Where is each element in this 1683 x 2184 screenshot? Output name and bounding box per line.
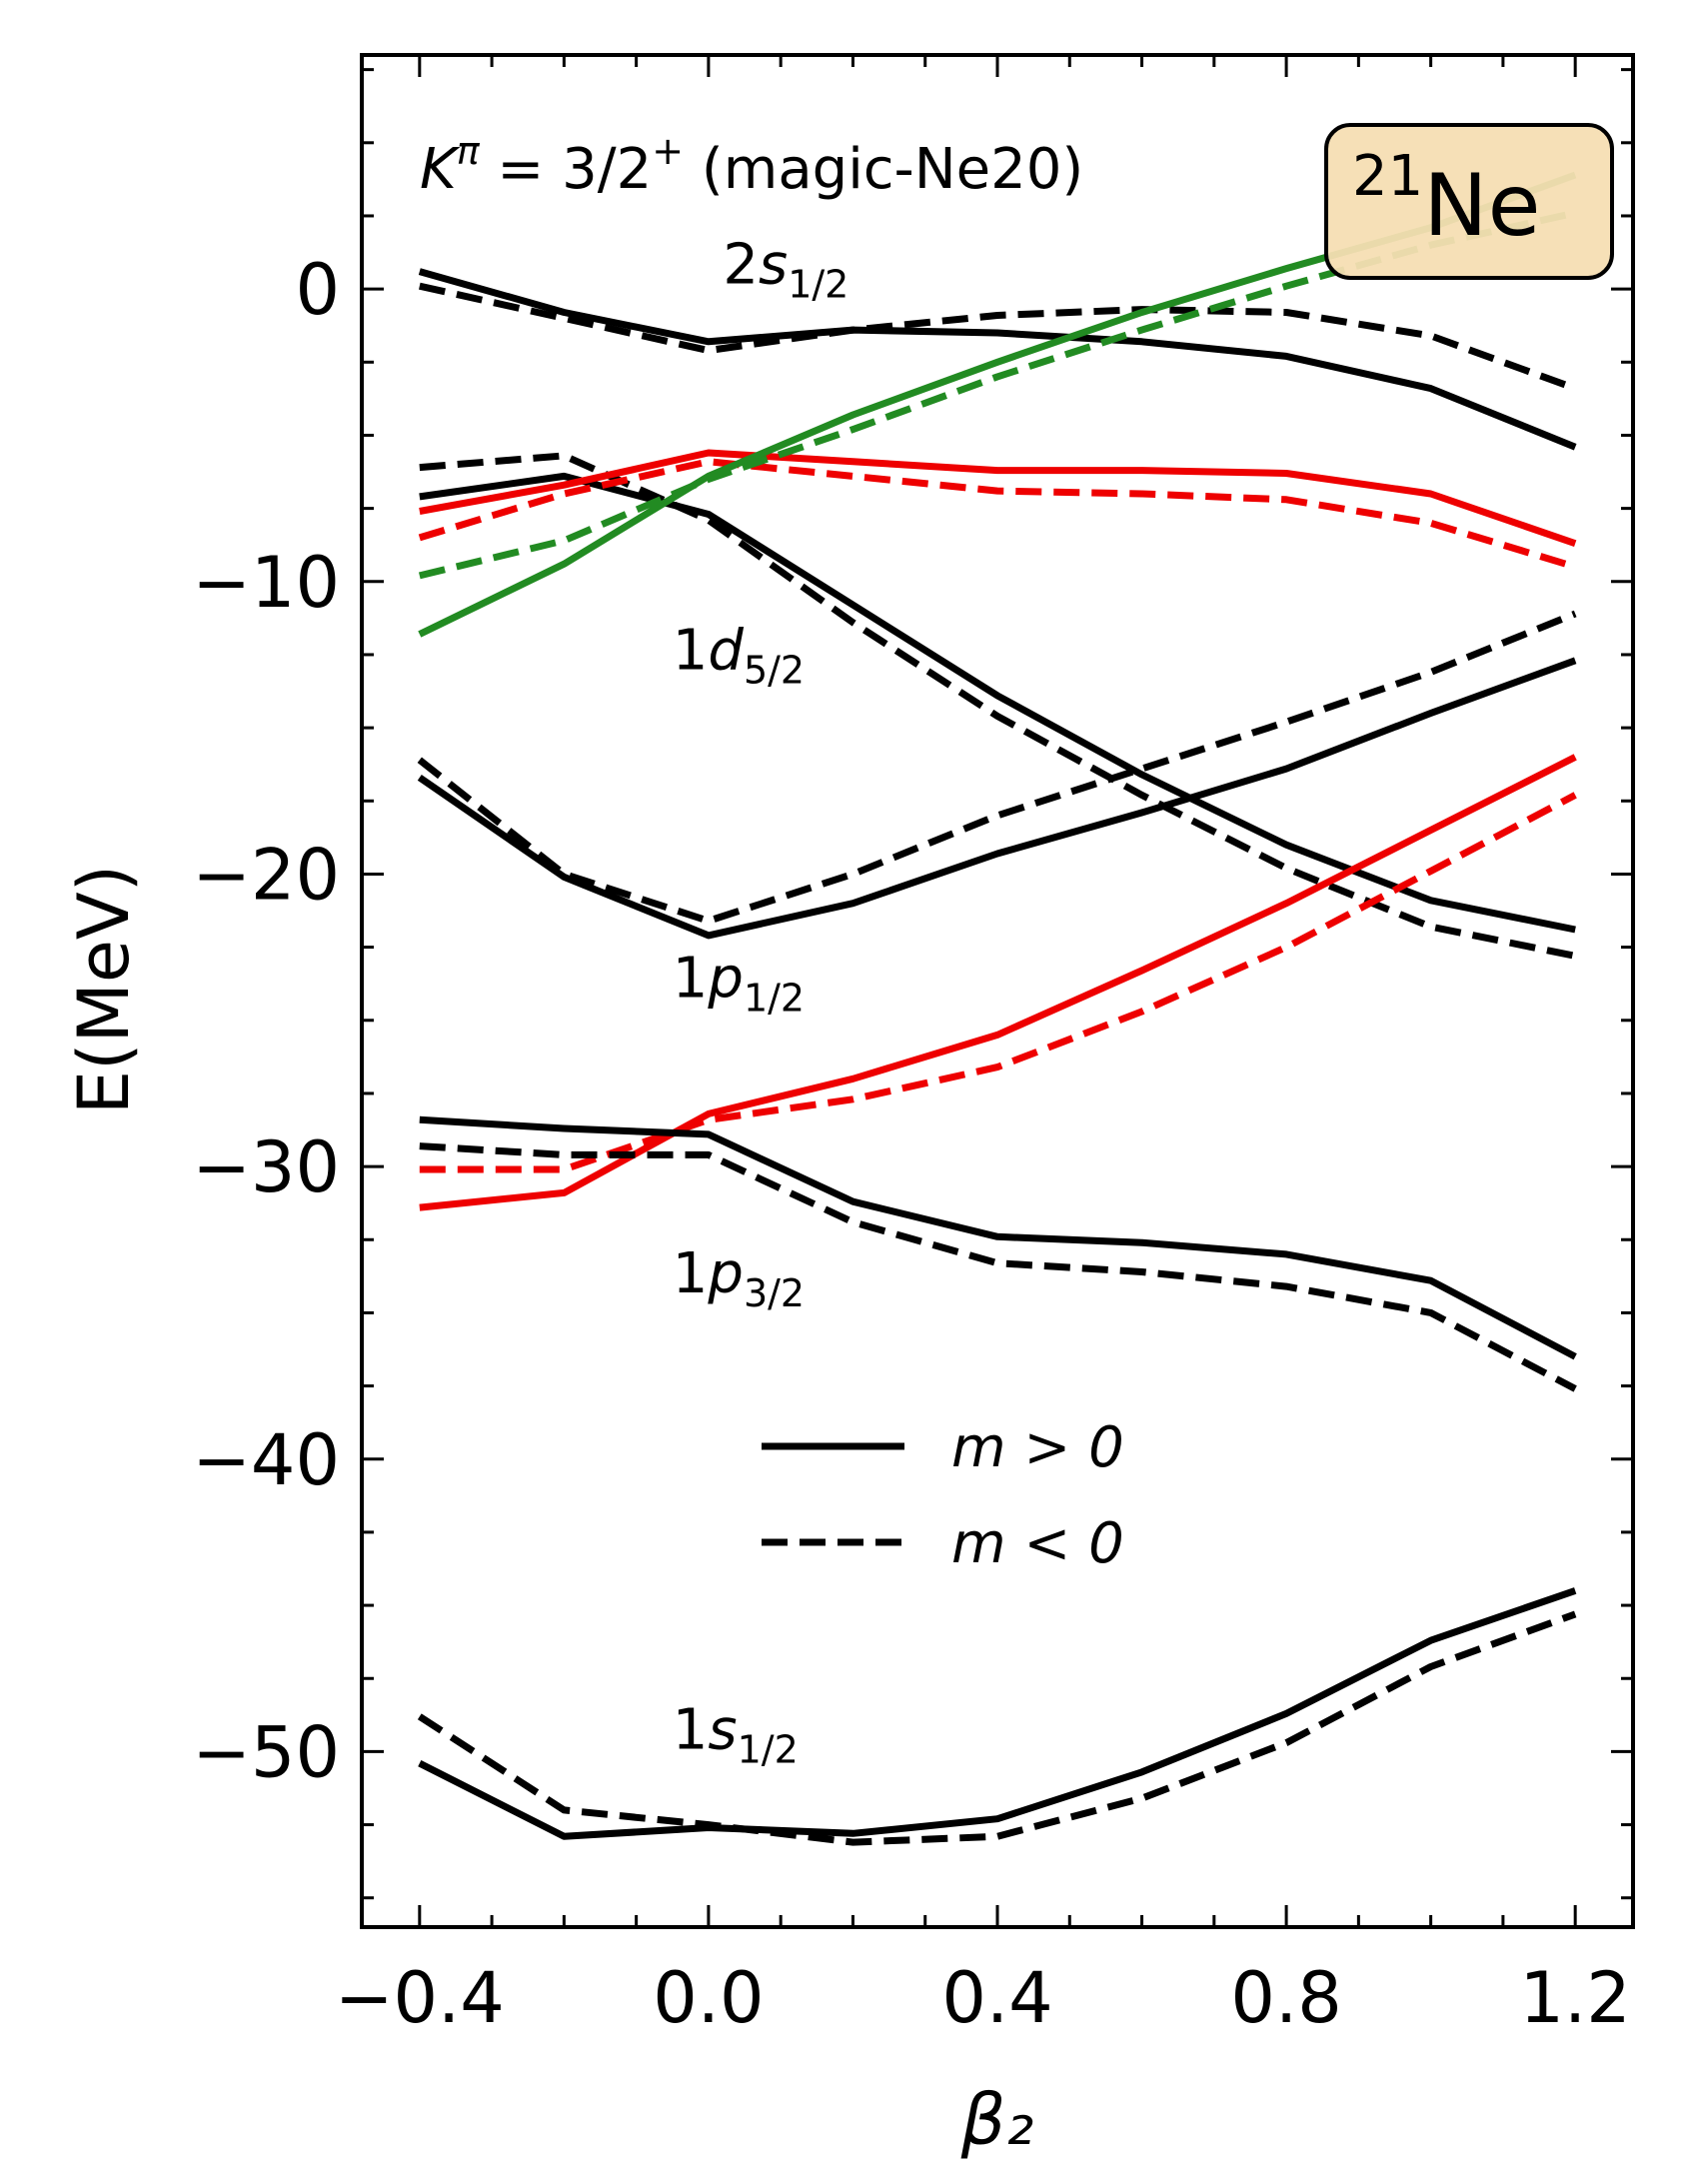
x-tick-label: −0.4 — [335, 1957, 505, 2039]
x-axis-label-text: β₂ — [960, 2079, 1034, 2161]
level-label: 1s1/2 — [673, 1697, 799, 1771]
series-line-13 — [419, 1142, 1577, 1392]
nucleus-label: 21Ne — [1352, 144, 1541, 256]
series-line-2 — [419, 472, 1576, 934]
level-label: 1p3/2 — [673, 1241, 805, 1315]
x-tick-label: 0.4 — [941, 1957, 1052, 2039]
nucleus-box — [1324, 123, 1614, 280]
y-tick-label: −20 — [192, 834, 340, 916]
legend: m > 0 m < 0 — [762, 1415, 1124, 1576]
y-tick-label: −30 — [192, 1126, 340, 1208]
plot-frame — [360, 53, 1635, 1929]
k-pi-label: Kπ = 3/2+ (magic-Ne20) — [420, 129, 1083, 202]
series-line-9 — [417, 610, 1577, 925]
series-line-12 — [419, 1115, 1577, 1360]
series-line-5 — [418, 458, 1577, 571]
nucleus-badge: 21Ne — [1324, 123, 1614, 280]
series-line-15 — [417, 1610, 1577, 1846]
series-line-14 — [418, 1587, 1577, 1840]
level-label: 1p1/2 — [673, 946, 805, 1020]
level-labels-layer: 2s1/2 1d5/2 1p1/2 1p3/2 1s1/2 — [673, 232, 849, 1771]
level-label: 2s1/2 — [723, 232, 848, 306]
y-tick-label: −40 — [192, 1419, 340, 1501]
level-label: 1d5/2 — [673, 619, 805, 693]
y-tick-label: −50 — [192, 1711, 340, 1793]
x-tick-label: 1.2 — [1520, 1957, 1631, 2039]
legend-dashed-label: m < 0 — [951, 1511, 1124, 1576]
series-line-8 — [417, 657, 1577, 940]
y-axis-label: E(MeV) — [63, 865, 145, 1114]
series-line-1 — [419, 282, 1577, 392]
x-tick-label: 0.0 — [653, 1957, 764, 2039]
series-line-10 — [419, 754, 1577, 1211]
series-line-4 — [419, 449, 1577, 548]
x-tick-label: 0.8 — [1230, 1957, 1341, 2039]
series-line-7 — [418, 209, 1576, 580]
y-tick-label: −10 — [192, 542, 340, 624]
series-line-0 — [418, 268, 1577, 451]
y-tick-label: 0 — [295, 249, 340, 331]
x-axis-label: β₂ — [960, 2079, 1034, 2161]
legend-solid-label: m > 0 — [951, 1415, 1124, 1480]
tick-labels-layer: −0.4 0.0 0.4 0.8 1.2 0 −10 −20 −30 −40 −50 — [192, 249, 1631, 2039]
series-layer — [417, 171, 1577, 1846]
